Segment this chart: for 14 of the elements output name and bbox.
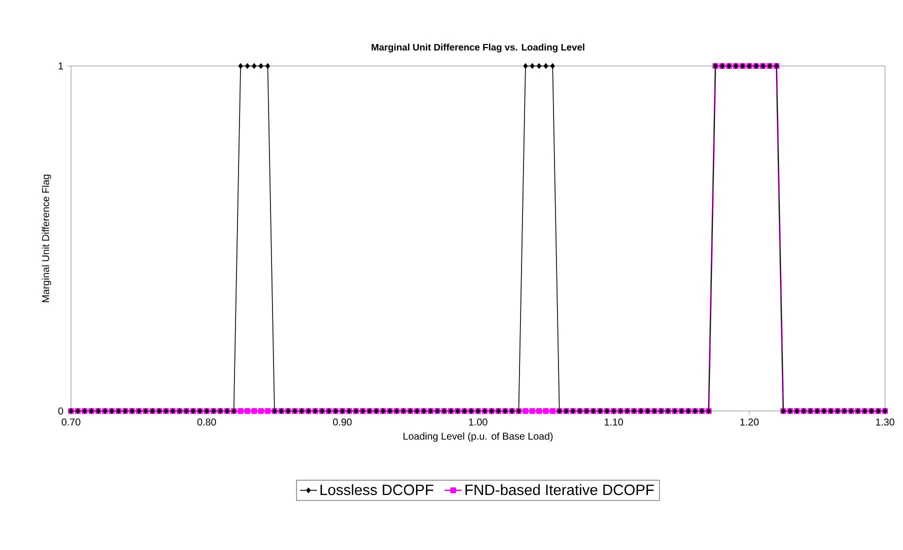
- x-tick-label: 0.90: [333, 418, 352, 426]
- y-tick-label: 1: [58, 62, 64, 70]
- x-tick-label: 1.10: [604, 418, 623, 426]
- x-tick-label: 0.70: [62, 418, 80, 426]
- legend-label: FND-based Iterative DCOPF: [466, 484, 654, 496]
- x-tick-label: 1.20: [740, 418, 759, 426]
- y-tick-label: 0: [58, 407, 64, 415]
- x-tick-label: 1.30: [876, 418, 894, 426]
- y-axis-title: Marginal Unit Difference Flag: [42, 174, 52, 302]
- chart-title: Marginal Unit Difference Flag vs. Loading Level: [372, 44, 584, 52]
- x-tick-label: 0.80: [197, 418, 216, 426]
- legend-label: Lossless DCOPF: [320, 484, 434, 496]
- x-axis-title: Loading Level (p.u. of Base Load): [404, 432, 553, 442]
- x-tick-label: 1.00: [469, 418, 488, 426]
